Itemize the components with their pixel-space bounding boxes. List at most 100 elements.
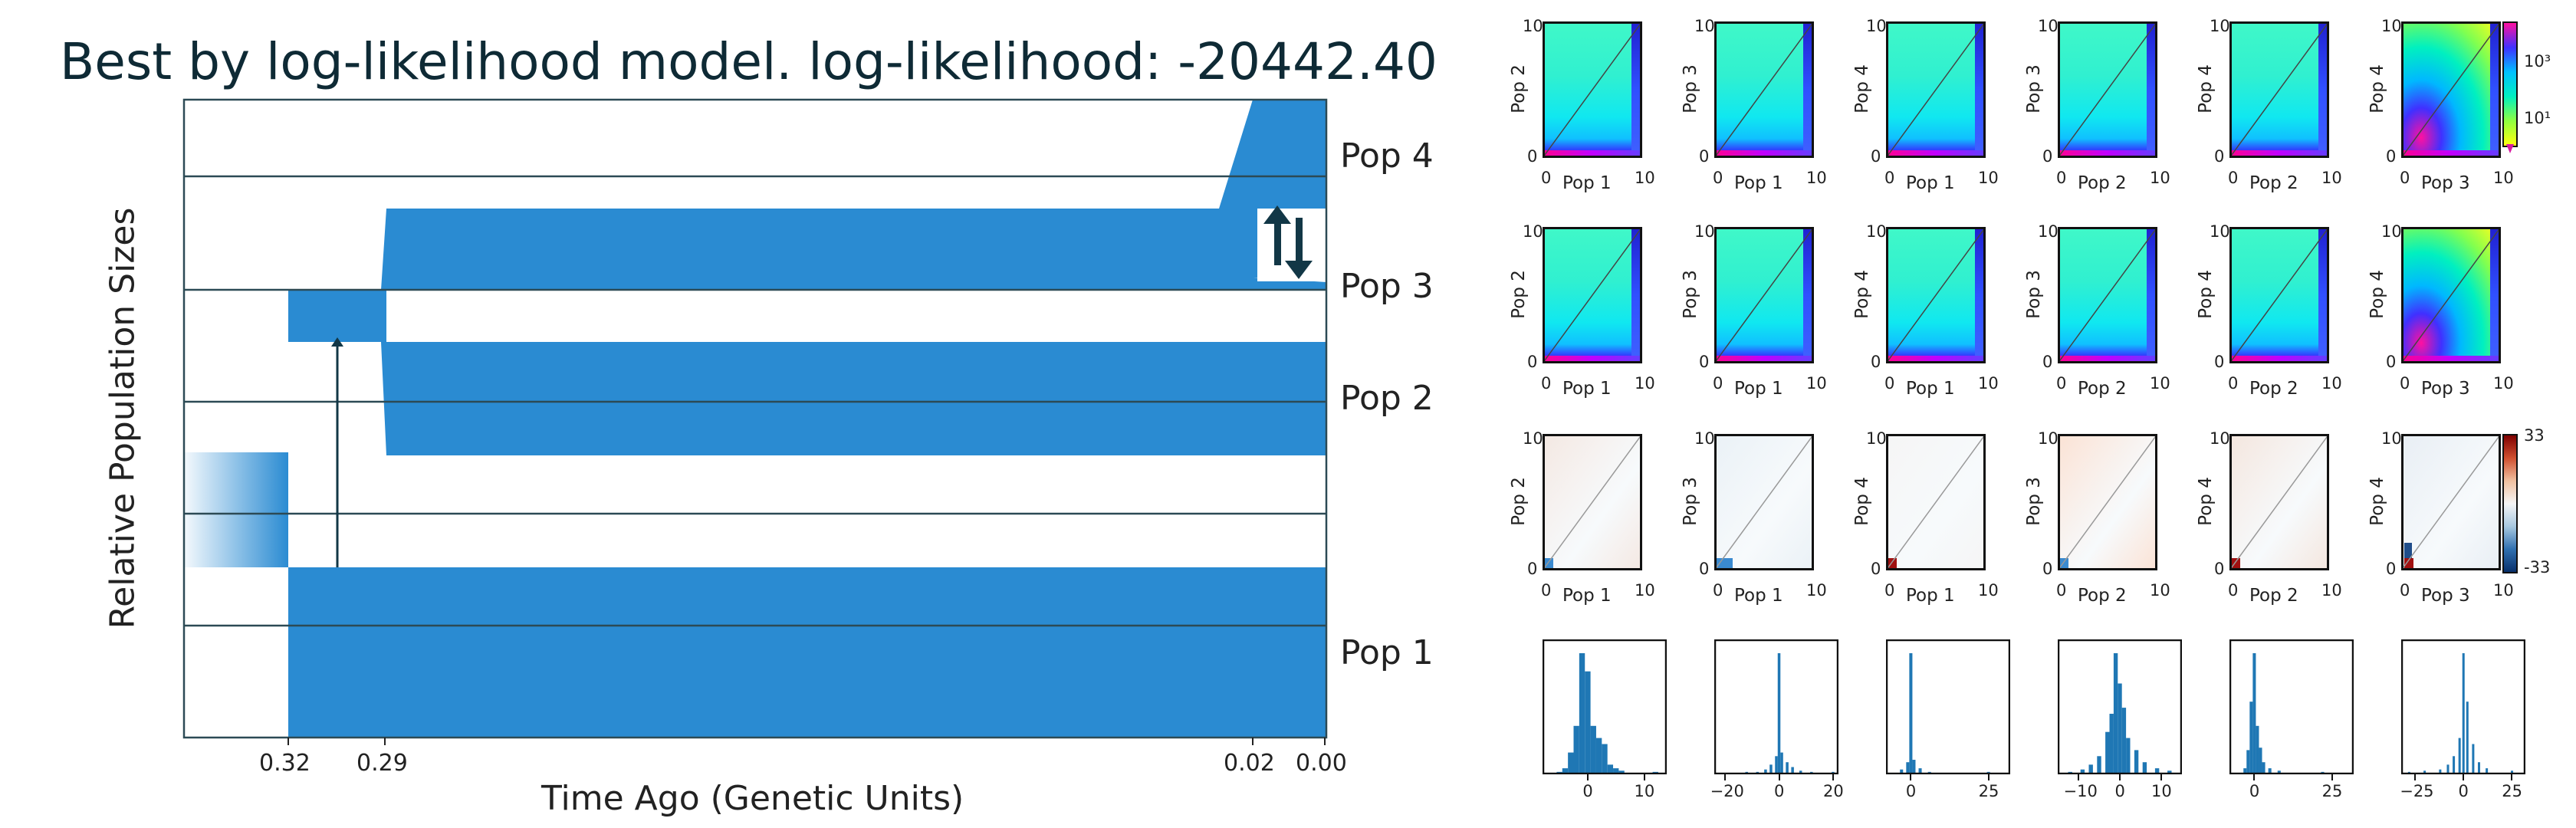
- histogram-bar: [1769, 764, 1773, 774]
- histogram-bar: [1764, 769, 1767, 774]
- x-tick-label: 0: [1713, 374, 1723, 393]
- pop-label: Pop 2: [1340, 379, 1434, 418]
- histogram-bar: [1791, 767, 1794, 774]
- y-tick-label: 10: [1866, 17, 1887, 35]
- pop4-band: [1219, 100, 1326, 209]
- histogram-bar: [2259, 748, 2262, 774]
- histogram-bar: [2088, 764, 2093, 774]
- pop-label: Pop 4: [1340, 136, 1434, 176]
- x-tick-label: 0: [1541, 169, 1552, 187]
- histogram-bar: [1775, 756, 1778, 774]
- histogram-bar: [2423, 770, 2426, 774]
- y-axis-label: Pop 3: [2024, 270, 2044, 319]
- heatmap-frame: [2058, 434, 2157, 570]
- histogram-frame: [2058, 639, 2182, 774]
- histogram-tick-label: 0: [2114, 782, 2125, 800]
- residual-heatmap: [2058, 434, 2157, 570]
- x-tick-label: 0: [2228, 374, 2239, 393]
- histogram-bar: [2477, 762, 2480, 774]
- histogram-bar: [1613, 768, 1619, 774]
- y-tick-label: 10: [2038, 17, 2058, 35]
- y-axis-label: Pop 2: [1509, 270, 1529, 319]
- histogram-bar: [2277, 770, 2281, 774]
- histogram-tick-mark: [2463, 774, 2464, 780]
- residual-cell: [1888, 558, 1897, 569]
- x-tick-label: 0.02: [1224, 750, 1275, 777]
- residual-cell: [2231, 558, 2240, 569]
- x-axis-label: Pop 1: [1562, 586, 1612, 606]
- y-axis-label: Pop 4: [1852, 64, 1872, 113]
- histogram-bar: [2126, 738, 2131, 774]
- y-axis-label: Pop 4: [2367, 270, 2387, 319]
- histogram-bar: [2252, 653, 2256, 774]
- histogram-bar: [1799, 770, 1802, 774]
- heatmap-frame: [1714, 227, 1814, 363]
- heatmap-frame: [1886, 434, 1986, 570]
- y-tick-label: 10: [1694, 222, 1715, 241]
- x-tick-label: 10: [2321, 581, 2342, 600]
- colorbar-residual: [2502, 434, 2518, 573]
- x-tick-label: 10: [1978, 374, 1999, 393]
- histogram-tick-label: 0: [1582, 782, 1593, 800]
- histogram-tick-label: 25: [2502, 782, 2523, 800]
- pop2-band: [381, 342, 1326, 455]
- y-axis-label: Pop 3: [1681, 64, 1700, 113]
- y-tick-label: 10: [1866, 222, 1887, 241]
- y-tick-label: 0: [2214, 147, 2225, 166]
- x-tick-label: 10: [1806, 169, 1827, 187]
- histogram-bar: [2121, 708, 2127, 774]
- heatmap-edge: [2058, 150, 2157, 158]
- histogram-tick-mark: [2413, 774, 2416, 780]
- x-tick-label: 0.00: [1296, 750, 1347, 777]
- heatmap-frame: [1886, 227, 1986, 363]
- residual-heatmap: [1714, 434, 1814, 570]
- x-tick-label: 0: [1541, 581, 1552, 600]
- heatmap-edge: [1975, 227, 1986, 363]
- x-axis-label: Pop 1: [1734, 379, 1783, 399]
- y-tick-label: 0: [1871, 147, 1881, 166]
- heatmap-frame: [2058, 227, 2157, 363]
- histogram-frame: [2401, 639, 2525, 774]
- histogram-bar: [1607, 764, 1614, 774]
- diagonal-line: [2401, 21, 2501, 158]
- x-tick-label: 0: [2056, 581, 2067, 600]
- x-tick-label: 10: [1806, 374, 1827, 393]
- histogram-tick-label: 20: [1822, 782, 1844, 800]
- colorbar-tick: 10¹: [2524, 109, 2551, 127]
- histogram-tick-mark: [1832, 774, 1834, 780]
- x-axis-label: Pop 1: [1734, 173, 1783, 193]
- colorbar-tick: 10³: [2524, 52, 2551, 71]
- x-tick-label: 10: [1978, 581, 1999, 600]
- histogram-bar: [1590, 725, 1596, 774]
- sfs-heatmap: [2058, 21, 2157, 158]
- x-axis-label: Pop 2: [2078, 586, 2127, 606]
- heatmap-edge: [1886, 150, 1986, 158]
- diagonal-line: [2058, 21, 2157, 158]
- diagonal-line: [2401, 227, 2501, 363]
- pop3-ancient-band: [288, 290, 386, 342]
- histogram-bar: [1912, 760, 1916, 774]
- x-tick-label: 0.32: [259, 750, 310, 777]
- diagonal-line: [1543, 434, 1642, 570]
- histogram-bar: [2268, 768, 2272, 774]
- residual-heatmap: [1886, 434, 1986, 570]
- x-tick-label: 0.29: [356, 750, 408, 777]
- histogram-bar: [2472, 744, 2475, 774]
- residual-cell: [2404, 543, 2412, 558]
- colorbar-sfs: [2502, 21, 2518, 147]
- x-axis-label: Pop 2: [2249, 586, 2298, 606]
- heatmap-edge: [2318, 227, 2329, 363]
- histogram-frame: [1714, 639, 1838, 774]
- y-tick-label: 10: [2210, 429, 2230, 448]
- histogram-bar: [2458, 738, 2461, 774]
- sfs-heatmap: [1543, 21, 1642, 158]
- x-tick-label: 0: [2400, 581, 2410, 600]
- heatmap-frame: [2058, 21, 2157, 158]
- histogram-tick-mark: [1910, 774, 1912, 780]
- y-tick-label: 10: [2038, 222, 2058, 241]
- x-axis-label: Pop 1: [1734, 586, 1783, 606]
- x-tick-label: 10: [1635, 374, 1655, 393]
- histogram-tick-label: 10: [1634, 782, 1655, 800]
- heatmap-edge: [1714, 356, 1814, 363]
- sfs-heatmap: [1714, 21, 1814, 158]
